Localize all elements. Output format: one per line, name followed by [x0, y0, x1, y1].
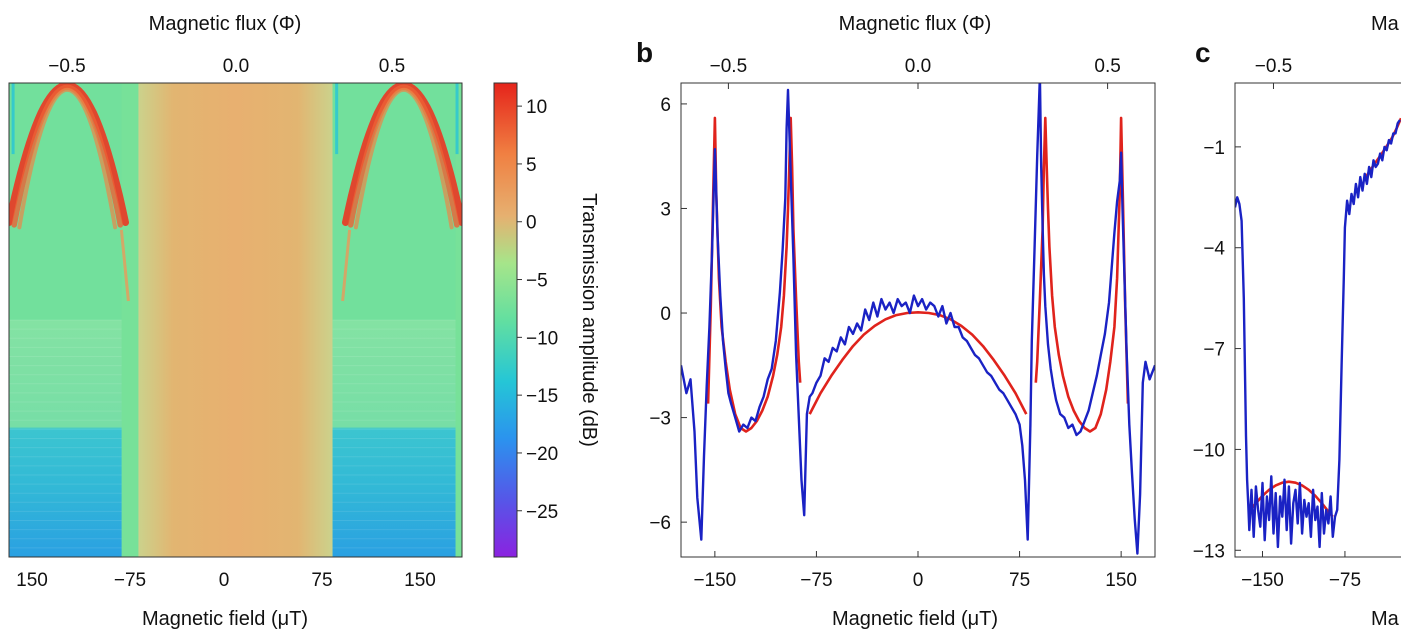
- y-tick-label: −13: [1193, 541, 1225, 562]
- panel-a-top-tick: −0.5: [48, 56, 86, 77]
- panel-a-top-tick: 0.0: [223, 56, 249, 77]
- colorbar-tick-label: 0: [526, 213, 537, 234]
- heatmap-arc: [17, 87, 118, 230]
- fit-curve: [1034, 116, 1130, 433]
- panel-a-bottom-tick: 150: [16, 570, 48, 591]
- panel-b-bottom-axis-label: Magnetic field (μT): [832, 608, 998, 630]
- top-tick-label: 0.5: [1094, 56, 1120, 77]
- y-tick-label: 6: [660, 95, 671, 116]
- panel-a-heatmap: Magnetic flux (Φ) −0.5 0.0 0.5 150 −75 0…: [8, 13, 600, 630]
- colorbar-label: Transmission amplitude (dB): [578, 193, 600, 447]
- x-tick-label: −150: [1241, 570, 1284, 591]
- panel-a-bottom-tick: −75: [114, 570, 146, 591]
- top-tick-label: −0.5: [1255, 56, 1293, 77]
- heatmap-edge-line: [455, 83, 459, 155]
- colorbar-frame: [493, 82, 518, 558]
- heatmap-left-upper: [9, 83, 122, 320]
- x-tick-label: −150: [693, 570, 736, 591]
- panel-b-label: b: [636, 37, 653, 68]
- heatmap-edge-line: [335, 83, 339, 155]
- heatmap-frame: [8, 82, 463, 558]
- plot-series-group: [681, 83, 1155, 555]
- plot-series-group: [1235, 117, 1401, 549]
- data-curve: [681, 83, 1155, 555]
- y-tick-label: −6: [649, 513, 671, 534]
- x-tick-label: 150: [1105, 570, 1137, 591]
- y-tick-label: 0: [660, 304, 671, 325]
- y-tick-label: −1: [1203, 138, 1225, 159]
- plot-frame: [1234, 82, 1401, 558]
- heatmap-arc: [353, 87, 454, 230]
- panel-c-label: c: [1195, 37, 1211, 68]
- panel-c-plot-area: −1 −4 −7 −10 −13 −150 −75 −0.5: [1193, 56, 1401, 591]
- colorbar-tick-label: 5: [526, 155, 537, 176]
- top-tick-label: −0.5: [710, 56, 748, 77]
- heatmap-arc: [11, 84, 124, 228]
- plot-background: [1235, 83, 1401, 557]
- y-tick-label: −3: [649, 409, 671, 430]
- colorbar-tick-label: −15: [526, 386, 558, 407]
- plot-background: [681, 83, 1155, 557]
- colorbar-tick-label: 10: [526, 97, 547, 118]
- x-tick-label: 0: [913, 570, 924, 591]
- heatmap-arc-tail: [341, 229, 352, 302]
- panel-c-line-chart: c Ma −1 −4 −7 −10 −13 −150 −75 −0.5 Ma: [1193, 13, 1401, 630]
- y-tick-label: −10: [1193, 440, 1225, 461]
- panel-a-bottom-tick: 0: [219, 570, 230, 591]
- colorbar-tick-label: −5: [526, 271, 548, 292]
- panel-b-line-chart: b Magnetic flux (Φ) 6 3 0 −3 −6 −150 −75 0 75 150…: [636, 13, 1156, 630]
- heatmap-edge-line: [11, 83, 15, 155]
- heatmap-right-fringe: [332, 320, 456, 557]
- panel-b-top-axis-label: Magnetic flux (Φ): [839, 13, 992, 35]
- heatmap-arc-tail: [119, 229, 130, 302]
- panel-c-bottom-axis-label: Ma: [1371, 608, 1400, 630]
- panel-b-plot-area: 6 3 0 −3 −6 −150 −75 0 75 150 −0.5 0.0 0.5: [649, 56, 1156, 591]
- heatmap-arc: [347, 84, 460, 228]
- panel-c-top-axis-label: Ma: [1371, 13, 1400, 35]
- x-tick-label: −75: [1329, 570, 1361, 591]
- colorbar-ticks: 10 5 0 −5 −10 −15 −20 −25: [517, 97, 558, 523]
- fit-curve: [808, 311, 1028, 415]
- y-tick-label: −7: [1203, 340, 1225, 361]
- panel-a-bottom-tick: 150: [404, 570, 436, 591]
- y-tick-label: −4: [1203, 239, 1225, 260]
- colorbar-tick-label: −10: [526, 328, 558, 349]
- x-tick-label: 75: [1009, 570, 1030, 591]
- colorbar: [494, 83, 517, 557]
- heatmap-left-fringe: [9, 320, 122, 557]
- data-curve: [1235, 119, 1401, 549]
- colorbar-tick-label: −20: [526, 444, 558, 465]
- panel-a-bottom-tick: 75: [311, 570, 332, 591]
- x-tick-label: −75: [800, 570, 832, 591]
- heatmap-center-band: [138, 83, 333, 557]
- colorbar-tick-label: −25: [526, 502, 558, 523]
- panel-a-top-tick: 0.5: [379, 56, 405, 77]
- heatmap-image: [9, 83, 462, 557]
- top-tick-label: 0.0: [905, 56, 931, 77]
- y-tick-label: 3: [660, 199, 671, 220]
- panel-a-bottom-axis-label: Magnetic field (μT): [142, 608, 308, 630]
- panel-a-top-axis-label: Magnetic flux (Φ): [149, 13, 302, 35]
